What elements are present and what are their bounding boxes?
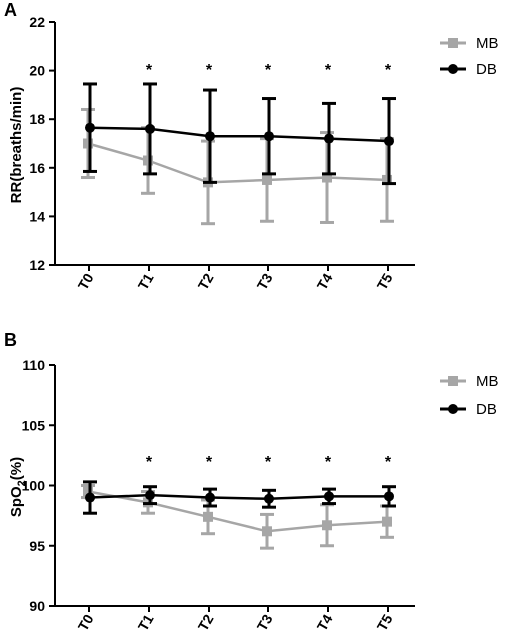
y-tick-label: 14 <box>29 208 45 224</box>
y-tick-label: 20 <box>29 63 45 79</box>
y-tick-label: 100 <box>22 478 46 494</box>
data-point-marker <box>145 123 155 134</box>
y-tick-label: 12 <box>29 257 45 273</box>
panel-b-y-label-main: SpO <box>8 486 25 517</box>
significance-star: * <box>146 62 153 79</box>
data-point-marker <box>262 174 272 185</box>
series-line <box>87 490 388 533</box>
panel-b-y-ticks: 90 95 100 105 110 <box>22 357 55 614</box>
panel-b-y-label-sub: 2 <box>16 480 28 486</box>
significance-star: * <box>325 62 332 79</box>
panel-a-letter: A <box>4 0 17 20</box>
legend-db-marker <box>448 64 458 74</box>
data-point-marker <box>382 174 392 185</box>
significance-star: * <box>265 62 272 79</box>
data-point-marker <box>83 486 93 497</box>
data-point-marker <box>324 133 334 144</box>
data-point-marker <box>85 492 95 503</box>
data-point-marker <box>262 526 272 537</box>
panel-b-x-ticks: T0 T1 T2 T3 T4 T5 <box>75 606 396 634</box>
legend-db-label: DB <box>476 401 497 418</box>
data-point-marker <box>384 136 394 147</box>
x-tick-label: T0 <box>75 270 97 292</box>
legend-mb-label: MB <box>476 35 499 52</box>
significance-star: * <box>206 62 213 79</box>
x-tick-label: T4 <box>314 611 336 633</box>
panel-b-y-axis-label: SpO2(%) <box>8 457 28 517</box>
legend-db-marker <box>448 404 458 414</box>
x-tick-label: T1 <box>135 270 157 292</box>
significance-star: * <box>325 454 332 471</box>
series-mb <box>81 107 394 226</box>
x-tick-label: T2 <box>195 270 217 292</box>
panel-b-y-label-suffix: (%) <box>8 457 25 480</box>
data-point-marker <box>83 138 93 149</box>
data-point-marker <box>264 131 274 142</box>
data-point-marker <box>203 511 213 522</box>
x-tick-label: T5 <box>374 270 396 292</box>
data-point-marker <box>205 131 215 142</box>
significance-star: * <box>385 62 392 79</box>
x-tick-label: T1 <box>135 611 157 633</box>
significance-star: * <box>265 454 272 471</box>
y-tick-label: 18 <box>29 111 45 127</box>
data-point-marker <box>264 493 274 504</box>
y-tick-label: 105 <box>22 417 46 433</box>
x-tick-label: T2 <box>195 611 217 633</box>
panel-a-significance-marks: * * * * * <box>146 62 392 79</box>
series-line <box>89 493 389 501</box>
legend-mb-label: MB <box>476 373 499 390</box>
legend-db-label: DB <box>476 61 497 78</box>
y-tick-label: 16 <box>29 160 45 176</box>
data-point-marker <box>322 520 332 531</box>
series-line <box>87 142 388 184</box>
panel-b-letter: B <box>4 330 17 350</box>
panel-b-series <box>81 480 396 550</box>
x-tick-label: T5 <box>374 611 396 633</box>
panel-b-legend: MB DB <box>440 373 499 418</box>
panel-a-legend: MB DB <box>440 35 499 78</box>
series-db <box>83 82 396 186</box>
series-line <box>89 126 390 143</box>
data-point-marker <box>384 491 394 502</box>
y-tick-label: 110 <box>22 357 45 373</box>
data-point-marker <box>322 172 332 183</box>
data-point-marker <box>143 155 153 166</box>
y-tick-label: 90 <box>29 598 45 614</box>
x-tick-label: T3 <box>254 270 276 292</box>
data-point-marker <box>205 492 215 503</box>
panel-a-series <box>81 82 396 226</box>
x-tick-label: T0 <box>75 611 97 633</box>
significance-star: * <box>206 454 213 471</box>
panel-a-y-axis-label: RR(breaths/min) <box>8 87 25 204</box>
x-tick-label: T4 <box>314 270 336 292</box>
significance-star: * <box>385 454 392 471</box>
y-tick-label: 95 <box>29 538 45 554</box>
x-tick-label: T3 <box>254 611 276 633</box>
panel-a-x-ticks: T0 T1 T2 T3 T4 T5 <box>75 265 396 293</box>
data-point-marker <box>145 490 155 501</box>
panel-b-significance-marks: * * * * * <box>146 454 392 471</box>
legend-mb-marker <box>448 376 458 386</box>
data-point-marker <box>324 491 334 502</box>
panel-a-y-ticks: 12 14 16 18 20 22 <box>29 14 55 273</box>
y-tick-label: 22 <box>29 14 45 30</box>
significance-star: * <box>146 454 153 471</box>
data-point-marker <box>85 122 95 133</box>
series-db <box>83 480 396 515</box>
data-point-marker <box>382 516 392 527</box>
legend-mb-marker <box>448 38 458 48</box>
